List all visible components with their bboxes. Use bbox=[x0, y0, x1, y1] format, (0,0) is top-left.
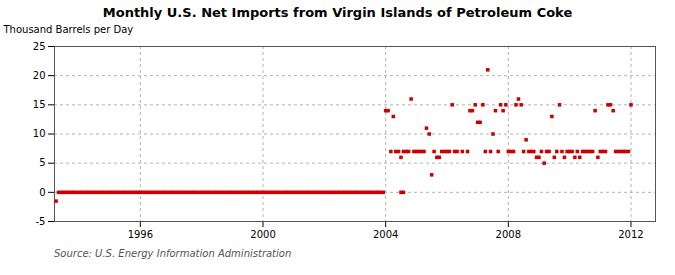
svg-text:1996: 1996 bbox=[128, 229, 153, 240]
svg-text:5: 5 bbox=[39, 157, 45, 168]
svg-text:20: 20 bbox=[33, 70, 46, 81]
svg-text:Thousand Barrels per Day: Thousand Barrels per Day bbox=[3, 24, 134, 35]
svg-text:2012: 2012 bbox=[618, 229, 643, 240]
svg-text:0: 0 bbox=[39, 187, 45, 198]
html-text:Monthly U.S. Net Imports from: Monthly U.S. Net Imports from Virgin Isl… bbox=[102, 5, 573, 20]
html-text:Source: U.S. Energy Informatio: Source: U.S. Energy Information Administ… bbox=[54, 248, 292, 259]
svg-text:25: 25 bbox=[33, 41, 46, 52]
svg-text:-5: -5 bbox=[36, 216, 46, 227]
svg-text:2004: 2004 bbox=[373, 229, 398, 240]
svg-text:2008: 2008 bbox=[496, 229, 521, 240]
svg-text:10: 10 bbox=[33, 128, 46, 139]
svg-text:2000: 2000 bbox=[250, 229, 275, 240]
svg-text:15: 15 bbox=[33, 99, 46, 110]
